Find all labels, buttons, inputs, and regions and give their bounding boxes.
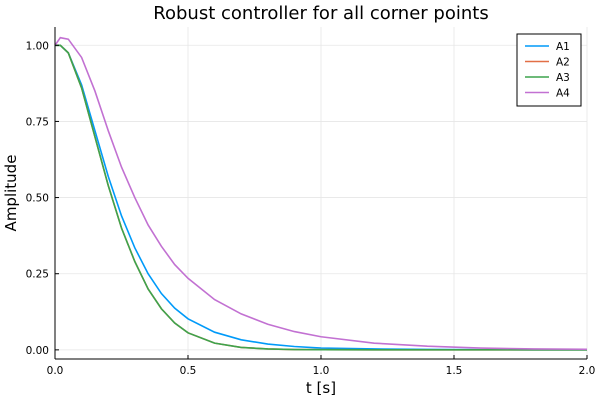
x-axis-label: t [s]	[306, 379, 336, 397]
y-tick-label: 0.75	[26, 116, 49, 128]
x-tick-label: 0.0	[47, 365, 64, 377]
y-tick-label: 1.00	[26, 40, 49, 52]
y-tick-label: 0.25	[26, 269, 49, 281]
x-axis-ticks: 0.0 0.5 1.0 1.5 2.0	[47, 355, 596, 377]
series-line-a3	[55, 44, 587, 351]
x-tick-label: 1.0	[313, 365, 330, 377]
grid	[54, 27, 588, 359]
legend-label-a1: A1	[556, 41, 570, 53]
y-axis-label: Amplitude	[2, 155, 20, 232]
legend-label-a3: A3	[556, 72, 570, 84]
chart-title: Robust controller for all corner points	[153, 3, 488, 24]
x-tick-label: 0.5	[180, 365, 197, 377]
legend-label-a2: A2	[556, 57, 570, 69]
y-tick-label: 0.00	[26, 345, 49, 357]
series-line-a4	[54, 36, 588, 351]
series-lines	[54, 36, 588, 351]
y-tick-label: 0.50	[26, 193, 49, 205]
x-tick-label: 1.5	[446, 365, 463, 377]
legend-box	[516, 33, 582, 107]
y-axis-ticks: 0.00 0.25 0.50 0.75 1.00	[26, 40, 59, 357]
legend: A1 A2 A3 A4	[516, 33, 582, 107]
x-tick-label: 2.0	[579, 365, 596, 377]
legend-label-a4: A4	[556, 88, 570, 100]
